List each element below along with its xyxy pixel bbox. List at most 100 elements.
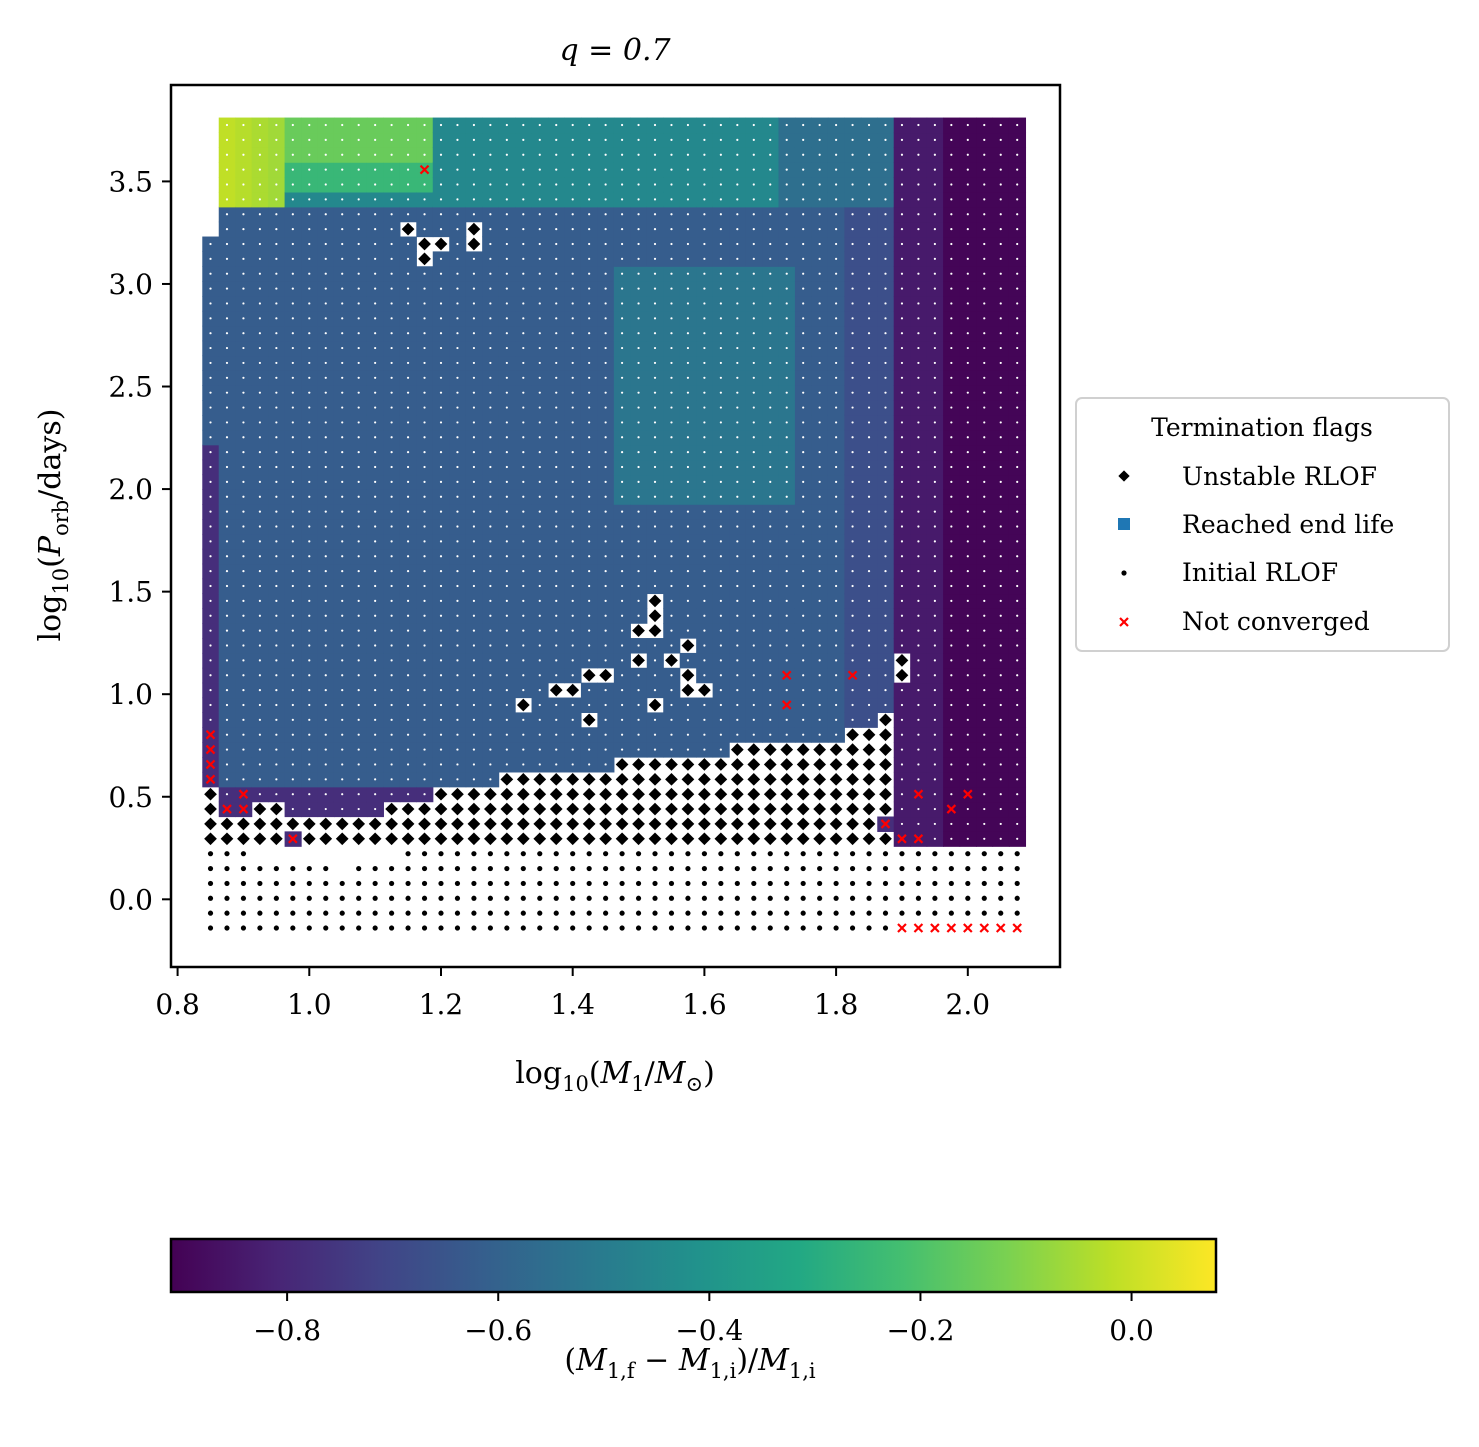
initial-rlof-marker <box>439 332 443 335</box>
initial-rlof-marker <box>900 629 904 632</box>
initial-rlof-marker <box>965 895 971 901</box>
initial-rlof-marker <box>999 807 1002 811</box>
initial-rlof-marker <box>225 138 229 141</box>
initial-rlof-marker <box>257 865 263 872</box>
not-converged-marker <box>419 164 430 175</box>
initial-rlof-marker <box>225 703 229 707</box>
initial-rlof-marker <box>653 436 657 439</box>
initial-rlof-marker <box>275 421 278 424</box>
initial-rlof-marker <box>472 317 476 320</box>
initial-rlof-marker <box>686 168 690 171</box>
unstable-rlof-marker <box>648 698 662 712</box>
initial-rlof-marker <box>818 540 821 543</box>
initial-rlof-marker <box>719 302 722 305</box>
initial-rlof-marker <box>242 570 245 573</box>
initial-rlof-marker <box>703 584 706 588</box>
initial-rlof-marker <box>456 227 459 231</box>
initial-rlof-marker <box>653 287 657 290</box>
initial-rlof-marker <box>966 153 969 156</box>
initial-rlof-marker <box>900 822 904 826</box>
unstable-rlof-marker <box>615 758 629 771</box>
initial-rlof-marker <box>835 733 838 736</box>
initial-rlof-marker <box>603 925 609 931</box>
initial-rlof-marker <box>588 644 591 647</box>
initial-rlof-marker <box>900 599 904 602</box>
initial-rlof-marker <box>505 436 508 439</box>
initial-rlof-marker <box>900 525 904 528</box>
initial-rlof-marker <box>406 540 410 543</box>
initial-rlof-marker <box>752 213 755 216</box>
initial-rlof-marker <box>588 570 591 573</box>
initial-rlof-marker <box>915 865 922 872</box>
initial-rlof-marker <box>966 495 969 498</box>
initial-rlof-marker <box>950 361 953 365</box>
unstable-rlof-marker <box>648 594 662 608</box>
initial-rlof-marker <box>637 361 640 365</box>
initial-rlof-marker <box>505 153 508 156</box>
initial-rlof-marker <box>225 421 229 424</box>
initial-rlof-marker <box>291 302 294 305</box>
initial-rlof-marker <box>867 198 871 201</box>
initial-rlof-marker <box>538 763 541 766</box>
initial-rlof-marker <box>983 703 986 707</box>
initial-rlof-marker <box>769 540 772 543</box>
initial-rlof-marker <box>933 391 936 394</box>
initial-rlof-marker <box>538 540 541 543</box>
initial-rlof-marker <box>653 213 657 216</box>
initial-rlof-marker <box>390 168 393 171</box>
initial-rlof-marker <box>604 570 607 573</box>
initial-rlof-marker <box>718 880 724 887</box>
unstable-rlof-marker <box>484 787 497 801</box>
unstable-rlof-marker <box>582 772 596 786</box>
unstable-rlof-marker <box>698 683 711 697</box>
legend: Termination flags Unstable RLOF Reached … <box>1075 397 1450 652</box>
initial-rlof-marker <box>637 227 640 231</box>
initial-rlof-marker <box>423 763 426 766</box>
initial-rlof-marker <box>752 317 755 320</box>
initial-rlof-marker <box>652 851 658 857</box>
initial-rlof-marker <box>948 865 954 872</box>
initial-rlof-marker <box>291 540 294 543</box>
initial-rlof-marker <box>487 910 493 916</box>
initial-rlof-marker <box>966 703 969 707</box>
initial-rlof-marker <box>703 317 706 320</box>
initial-rlof-marker <box>390 227 393 231</box>
initial-rlof-marker <box>423 733 426 736</box>
initial-rlof-marker <box>522 659 525 662</box>
initial-rlof-marker <box>225 287 229 290</box>
initial-rlof-marker <box>505 138 508 141</box>
initial-rlof-marker <box>835 465 838 469</box>
unstable-rlof-marker <box>500 832 514 846</box>
initial-rlof-marker <box>818 718 821 721</box>
initial-rlof-marker <box>686 495 690 498</box>
initial-rlof-marker <box>818 555 821 558</box>
initial-rlof-marker <box>736 599 739 602</box>
unstable-rlof-marker <box>500 817 514 831</box>
initial-rlof-marker <box>472 495 476 498</box>
initial-rlof-marker <box>851 332 854 335</box>
initial-rlof-marker <box>719 525 722 528</box>
initial-rlof-marker <box>588 703 591 707</box>
initial-rlof-marker <box>323 865 329 872</box>
initial-rlof-marker <box>341 555 344 558</box>
initial-rlof-marker <box>472 451 476 454</box>
initial-rlof-marker <box>390 555 393 558</box>
initial-rlof-marker <box>323 910 329 916</box>
initial-rlof-marker <box>456 257 459 260</box>
initial-rlof-marker <box>522 525 525 528</box>
initial-rlof-marker <box>372 865 378 872</box>
not-converged-marker <box>995 923 1006 933</box>
initial-rlof-marker <box>439 451 443 454</box>
initial-rlof-marker <box>406 599 410 602</box>
initial-rlof-marker <box>291 495 294 498</box>
initial-rlof-marker <box>703 718 706 721</box>
initial-rlof-marker <box>637 421 640 424</box>
initial-rlof-marker <box>472 153 476 156</box>
initial-rlof-marker <box>571 257 574 260</box>
initial-rlof-marker <box>652 910 658 916</box>
initial-rlof-marker <box>933 763 936 766</box>
unstable-rlof-marker <box>253 802 267 816</box>
unstable-rlof-marker <box>451 787 464 801</box>
initial-rlof-marker <box>619 910 625 916</box>
initial-rlof-marker <box>867 242 871 246</box>
